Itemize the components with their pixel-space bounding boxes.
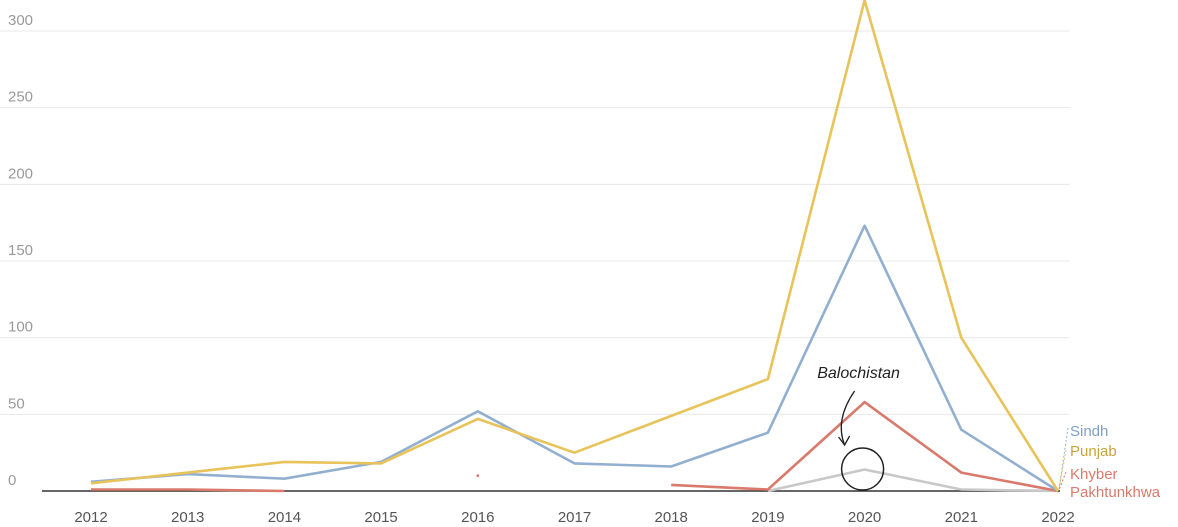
x-tick-label-2016: 2016 xyxy=(461,509,494,526)
x-tick-label-2017: 2017 xyxy=(558,509,591,526)
x-tick-label-2022: 2022 xyxy=(1041,509,1074,526)
x-axis-ticks: 2012 2013 2014 2015 2016 2017 2018 2019 2020 2021… xyxy=(74,509,1074,526)
y-tick-label-150: 150 xyxy=(8,242,33,259)
y-tick-label-0: 0 xyxy=(8,472,16,489)
khyber-leader-line xyxy=(1058,471,1067,491)
x-tick-label-2013: 2013 xyxy=(171,509,204,526)
x-tick-label-2014: 2014 xyxy=(268,509,301,526)
series-lines xyxy=(90,0,1060,493)
series-point-khyber-pakhtunkhwa-1 xyxy=(476,474,480,478)
y-axis-ticks: 0 50 100 150 200 250 300 xyxy=(8,12,33,489)
series-label-sindh: Sindh xyxy=(1070,423,1108,440)
y-tick-label-300: 300 xyxy=(8,12,33,29)
annotation-arrowhead xyxy=(838,435,851,447)
punjab-leader-line xyxy=(1058,449,1067,490)
gridlines xyxy=(0,30,1070,415)
series-label-punjab: Punjab xyxy=(1070,443,1117,460)
series-labels: Sindh Punjab Khyber Pakhtunkhwa xyxy=(1058,423,1161,501)
y-tick-label-250: 250 xyxy=(8,89,33,106)
x-tick-label-2020: 2020 xyxy=(848,509,881,526)
x-tick-label-2015: 2015 xyxy=(364,509,397,526)
annotation-label: Balochistan xyxy=(817,365,900,382)
series-line-khyber-pakhtunkhwa-2 xyxy=(671,400,1059,493)
x-tick-label-2018: 2018 xyxy=(655,509,688,526)
series-label-khyber: Khyber xyxy=(1070,466,1118,483)
x-tick-label-2012: 2012 xyxy=(74,509,107,526)
series-line-balochistan xyxy=(767,468,1059,493)
balochistan-annotation: Balochistan xyxy=(817,365,900,491)
series-line-punjab xyxy=(90,0,1060,492)
annotation-circle xyxy=(840,447,885,491)
y-tick-label-100: 100 xyxy=(8,319,33,336)
y-tick-label-200: 200 xyxy=(8,165,33,182)
x-tick-label-2019: 2019 xyxy=(751,509,784,526)
annotation-arrow xyxy=(840,390,856,446)
x-tick-label-2021: 2021 xyxy=(945,509,978,526)
series-line-sindh xyxy=(90,224,1059,493)
series-label-pakhtunkhwa: Pakhtunkhwa xyxy=(1070,484,1161,501)
series-line-khyber-pakhtunkhwa xyxy=(91,488,285,493)
y-tick-label-50: 50 xyxy=(8,395,25,412)
sindh-leader-line xyxy=(1058,427,1069,490)
